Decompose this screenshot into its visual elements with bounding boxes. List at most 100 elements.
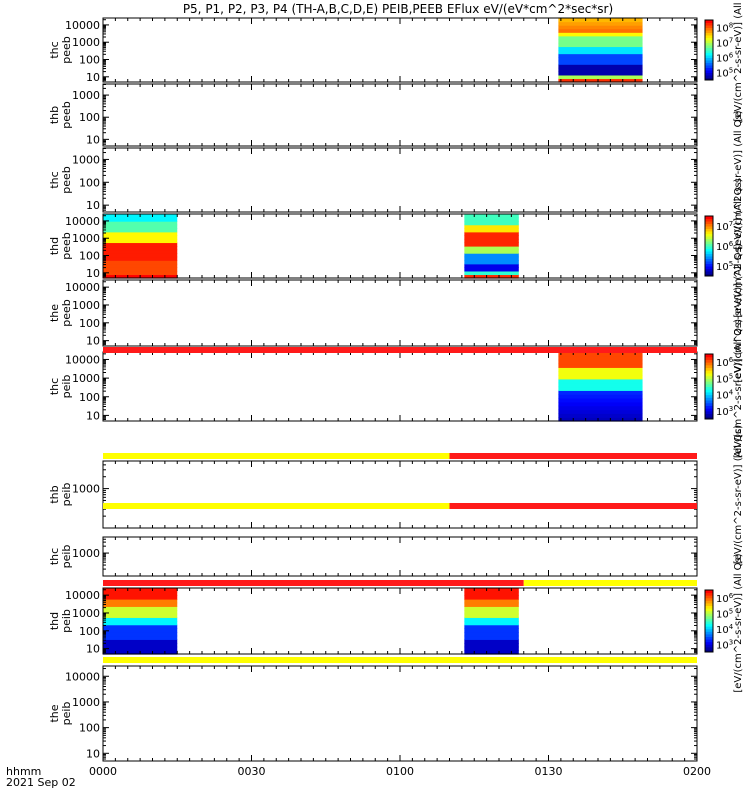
- panel-label-product: peib: [60, 609, 73, 633]
- spectrogram-band: [558, 50, 643, 55]
- status-bar-5-segment-1: [103, 657, 697, 663]
- y-tick-label: 10: [86, 133, 100, 146]
- status-bars-layer: [103, 347, 697, 663]
- spectrogram-band: [103, 610, 178, 615]
- colorbar-swatch: [705, 228, 713, 232]
- spectrogram-band: [558, 386, 643, 391]
- panel-label-probe: thb: [48, 485, 61, 503]
- colorbar-swatch: [705, 40, 713, 43]
- panel-label-product: peeb: [60, 36, 73, 64]
- x-tick-label-0000: 0000: [89, 765, 117, 778]
- spectrogram-band: [103, 270, 178, 276]
- y-tick-label: 100: [79, 391, 100, 404]
- colorbar-frame: [704, 353, 714, 420]
- y-tick-label: 1000: [72, 153, 100, 166]
- colorbar-tick-label: 106: [716, 592, 734, 605]
- spectrogram-block-4-1: [103, 214, 178, 279]
- colorbar-frame: [704, 215, 714, 277]
- spectrogram-band: [558, 32, 643, 37]
- spectrogram-band: [558, 25, 643, 30]
- x-axis-row-label-1: hhmm: [6, 765, 41, 778]
- spectrogram-band: [464, 235, 519, 240]
- spectrogram-band: [103, 595, 178, 600]
- colorbar-swatch: [705, 641, 713, 645]
- spectrogram-band: [464, 263, 519, 268]
- colorbar-swatch: [705, 386, 713, 390]
- colorbar-swatch: [705, 42, 713, 46]
- colorbar-swatch: [705, 236, 713, 239]
- colorbar-7: [eV/(cm^2-s-sr-eV)] (All Qs): [733, 425, 744, 564]
- colorbar-swatch: [705, 268, 713, 272]
- colorbar-swatch: [705, 378, 713, 382]
- spectrogram-band: [464, 242, 519, 247]
- colorbar-swatch: [705, 636, 713, 640]
- colorbar-tick-label: 107: [716, 37, 733, 50]
- colorbar-swatch: [705, 354, 713, 358]
- spectrogram-band: [558, 375, 643, 380]
- spectrogram-band: [558, 28, 643, 33]
- colorbar-swatch: [705, 649, 713, 653]
- y-tick-label: 10000: [65, 670, 100, 683]
- colorbar-swatch: [705, 618, 713, 622]
- spectrogram-band: [464, 256, 519, 261]
- colorbar-swatch: [705, 55, 713, 58]
- colorbar-swatch: [705, 22, 713, 26]
- spectrogram-band: [464, 224, 519, 229]
- y-tick-label: 100: [79, 176, 100, 189]
- panel-frame-10: [102, 665, 698, 762]
- spectrogram-band: [464, 628, 519, 633]
- colorbar-4: 105 106 107 [eV/(cm^2-s-sr-eV)] (All Qs): [704, 178, 744, 318]
- spectrogram-band: [558, 74, 643, 80]
- panel-3: 10 100 1000 thc peeb: [48, 147, 698, 213]
- colorbar-swatch: [705, 50, 713, 53]
- colorbar-swatch: [705, 394, 713, 398]
- colorbar-swatch: [705, 381, 713, 385]
- spectrogram-band: [558, 57, 643, 62]
- panel-label-probe: thd: [48, 237, 61, 255]
- panel-9: 10 100 1000 10000 thd peib: [48, 587, 698, 656]
- y-tick-label: 10: [86, 71, 100, 84]
- y-tick-label: 1000: [72, 372, 100, 385]
- colorbar-swatch: [705, 72, 713, 76]
- spectrogram-band: [558, 359, 643, 365]
- y-tick-label: 10000: [65, 215, 100, 228]
- colorbar-swatch: [705, 400, 713, 404]
- panel-10: 10 100 1000 10000 the peib: [48, 665, 698, 762]
- colorbar-swatch: [705, 75, 713, 78]
- panel-label-probe: thc: [48, 41, 61, 58]
- y-tick-label: 10: [86, 199, 100, 212]
- colorbar-swatch: [705, 590, 713, 594]
- colorbar-swatch: [705, 70, 713, 73]
- spectrogram-band: [103, 217, 178, 222]
- panel-label-product: peeb: [60, 166, 73, 194]
- spectrogram-band: [558, 398, 643, 403]
- spectrogram-band: [464, 588, 519, 593]
- spectrogram-band: [558, 78, 643, 83]
- y-tick-label: 10: [86, 747, 100, 760]
- spectrogram-band: [464, 253, 519, 258]
- spectrogram-band: [558, 401, 643, 407]
- spectrogram-band: [464, 267, 519, 272]
- colorbar-swatch: [705, 20, 713, 23]
- spectrogram-band: [464, 231, 519, 236]
- status-bar-3-segment-1: [103, 503, 450, 509]
- colorbar-tick-label: 105: [716, 260, 733, 273]
- panel-label-product: peeb: [60, 232, 73, 260]
- colorbar-swatch: [705, 218, 713, 222]
- spectrogram-band: [103, 260, 178, 265]
- colorbar-swatch: [705, 397, 713, 401]
- colorbar-units-label: [eV/(cm^2-s-sr-eV)] (All Qs): [733, 243, 744, 382]
- panel-6: 10 100 1000 10000 thc peib: [48, 351, 698, 422]
- spectrogram-band: [103, 235, 178, 240]
- spectrogram-band: [103, 267, 178, 272]
- status-bar-4-segment-2: [523, 580, 697, 586]
- colorbar-swatch: [705, 246, 713, 249]
- panel-label-probe: thc: [48, 548, 61, 565]
- colorbar-swatch: [705, 77, 713, 81]
- spectrogram-band: [558, 355, 643, 361]
- spectrogram-band: [103, 613, 178, 618]
- colorbar-tick-label: 104: [716, 623, 734, 636]
- spectrogram-band: [464, 617, 519, 622]
